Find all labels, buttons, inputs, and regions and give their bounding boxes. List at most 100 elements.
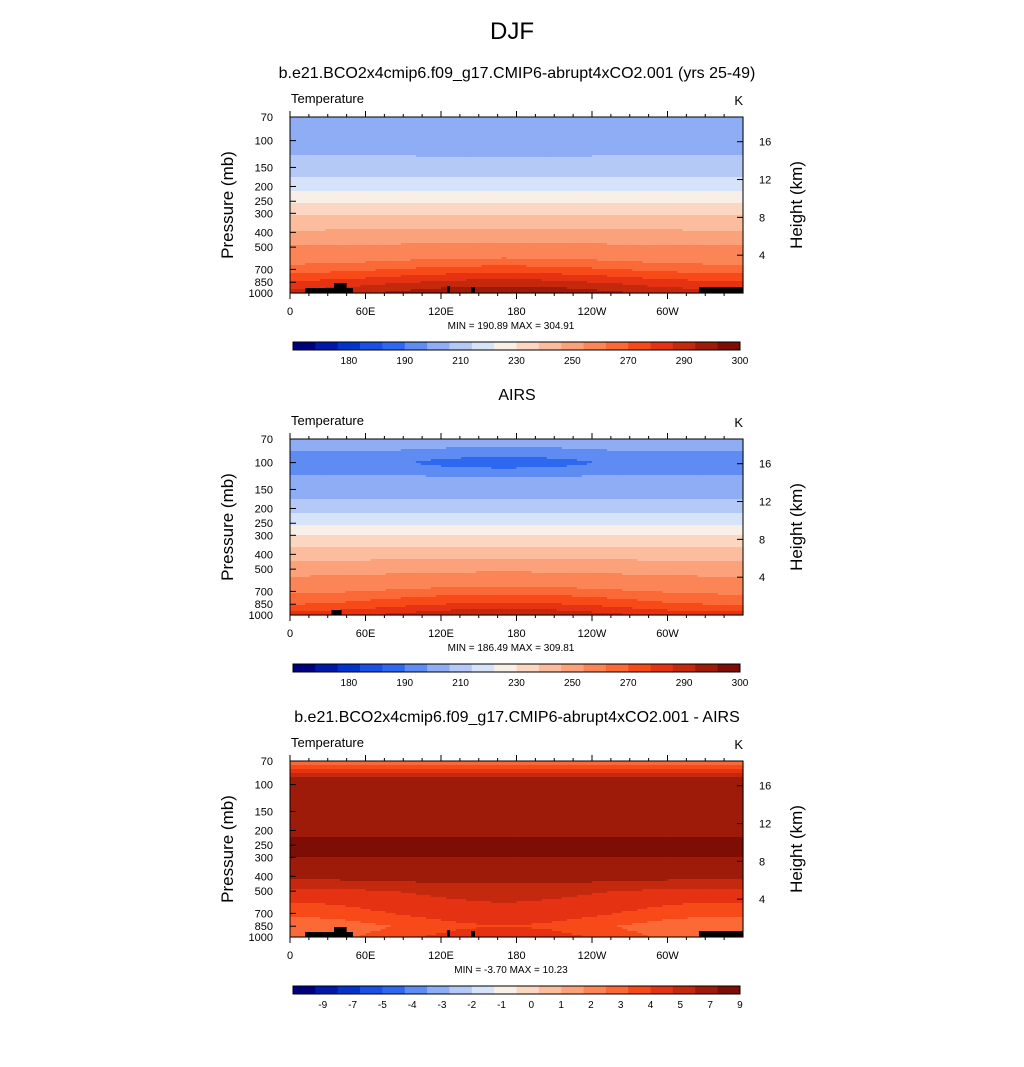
contour-cell bbox=[430, 135, 437, 138]
contour-cell bbox=[320, 185, 326, 188]
contour-cell bbox=[355, 125, 362, 128]
contour-cell bbox=[602, 181, 608, 184]
contour-cell bbox=[370, 163, 377, 166]
contour-cell bbox=[410, 179, 417, 182]
contour-cell bbox=[687, 119, 694, 122]
contour-cell bbox=[586, 187, 593, 190]
contour-cell bbox=[385, 211, 392, 214]
contour-cell bbox=[466, 121, 472, 124]
contour-cell bbox=[556, 145, 563, 148]
contour-cell bbox=[556, 169, 563, 172]
contour-cell bbox=[466, 145, 472, 148]
contour-cell bbox=[662, 225, 669, 228]
contour-cell bbox=[330, 135, 336, 138]
contour-cell bbox=[657, 191, 664, 194]
contour-cell bbox=[531, 141, 538, 144]
contour-cell bbox=[496, 175, 502, 178]
contour-cell bbox=[727, 137, 734, 140]
contour-cell bbox=[360, 121, 367, 124]
contour-cell bbox=[526, 211, 533, 214]
contour-cell bbox=[320, 123, 326, 126]
contour-cell bbox=[385, 183, 392, 186]
contour-cell bbox=[566, 225, 573, 228]
contour-cell bbox=[687, 147, 694, 150]
contour-cell bbox=[446, 129, 452, 132]
contour-cell bbox=[471, 129, 477, 132]
contour-cell bbox=[662, 119, 669, 122]
contour-cell bbox=[617, 207, 623, 210]
contour-cell bbox=[546, 123, 553, 126]
contour-cell bbox=[722, 205, 729, 208]
contour-cell bbox=[350, 197, 357, 200]
contour-cell bbox=[637, 125, 643, 128]
contour-cell bbox=[295, 143, 301, 146]
contour-cell bbox=[506, 155, 513, 158]
contour-cell bbox=[491, 201, 497, 204]
contour-cell bbox=[506, 187, 513, 190]
contour-cell bbox=[471, 223, 477, 226]
contour-cell bbox=[541, 225, 548, 228]
contour-cell bbox=[592, 165, 598, 168]
contour-cell bbox=[722, 217, 729, 220]
contour-cell bbox=[737, 153, 744, 156]
contour-cell bbox=[556, 133, 563, 136]
contour-cell bbox=[526, 185, 533, 188]
contour-cell bbox=[662, 171, 669, 174]
contour-cell bbox=[456, 209, 462, 212]
contour-cell bbox=[446, 159, 452, 162]
contour-cell bbox=[441, 197, 447, 200]
contour-cell bbox=[466, 185, 472, 188]
contour-cell bbox=[461, 193, 467, 196]
contour-cell bbox=[737, 203, 744, 206]
contour-cell bbox=[727, 221, 734, 224]
contour-cell bbox=[702, 213, 709, 216]
contour-cell bbox=[400, 205, 407, 208]
contour-cell bbox=[365, 185, 372, 188]
contour-cell bbox=[355, 117, 362, 120]
contour-cell bbox=[697, 183, 704, 186]
contour-cell bbox=[592, 195, 598, 198]
contour-cell bbox=[632, 225, 638, 228]
contour-cell bbox=[687, 165, 694, 168]
contour-cell bbox=[335, 203, 341, 206]
contour-cell bbox=[737, 179, 744, 182]
contour-cell bbox=[541, 187, 548, 190]
contour-cell bbox=[290, 225, 296, 228]
contour-cell bbox=[355, 203, 362, 206]
contour-cell bbox=[335, 129, 341, 132]
contour-cell bbox=[315, 139, 321, 142]
contour-cell bbox=[511, 153, 518, 156]
contour-cell bbox=[712, 181, 719, 184]
contour-cell bbox=[491, 173, 497, 176]
contour-cell bbox=[345, 195, 351, 198]
contour-cell bbox=[501, 141, 508, 144]
contour-cell bbox=[441, 211, 447, 214]
contour-cell bbox=[430, 157, 437, 160]
contour-cell bbox=[662, 213, 669, 216]
contour-cell bbox=[295, 213, 301, 216]
contour-cell bbox=[707, 155, 714, 158]
contour-cell bbox=[295, 199, 301, 202]
contour-cell bbox=[707, 195, 714, 198]
contour-cell bbox=[672, 199, 679, 202]
contour-cell bbox=[466, 129, 472, 132]
contour-cell bbox=[632, 199, 638, 202]
contour-cell bbox=[435, 157, 442, 160]
contour-cell bbox=[415, 191, 422, 194]
contour-cell bbox=[320, 219, 326, 222]
contour-cell bbox=[732, 141, 739, 144]
contour-cell bbox=[360, 131, 367, 134]
contour-cell bbox=[340, 205, 346, 208]
contour-cell bbox=[511, 217, 518, 220]
contour-cell bbox=[441, 125, 447, 128]
contour-cell bbox=[702, 205, 709, 208]
contour-cell bbox=[446, 207, 452, 210]
contour-cell bbox=[471, 153, 477, 156]
contour-cell bbox=[370, 165, 377, 168]
contour-cell bbox=[511, 175, 518, 178]
contour-cell bbox=[697, 129, 704, 132]
contour-cell bbox=[541, 147, 548, 150]
contour-cell bbox=[310, 195, 316, 198]
contour-cell bbox=[385, 131, 392, 134]
contour-cell bbox=[340, 175, 346, 178]
